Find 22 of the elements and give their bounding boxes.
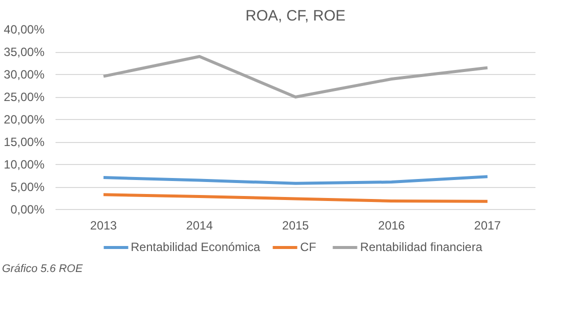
y-tick-label: 10,00% <box>4 158 45 172</box>
y-tick-label: 0,00% <box>10 202 45 216</box>
x-tick-label: 2014 <box>186 218 214 232</box>
x-tick-label: 2017 <box>474 218 502 232</box>
x-tick-label: 2013 <box>90 218 118 232</box>
y-tick-label: 5,00% <box>10 180 45 194</box>
line-series <box>102 193 489 203</box>
legend-label: Rentabilidad Económica <box>130 240 260 254</box>
y-tick-label: 40,00% <box>4 22 45 36</box>
legend-label: Rentabilidad financiera <box>360 240 482 254</box>
chart-title: ROA, CF, ROE <box>245 8 346 24</box>
text: Gráfico 5.6 ROE <box>2 262 83 277</box>
line-series <box>102 175 489 185</box>
y-tick-label: 25,00% <box>4 90 45 104</box>
y-tick-label: 15,00% <box>4 135 45 149</box>
line-series <box>102 55 489 98</box>
y-tick-label: 20,00% <box>4 112 45 126</box>
y-tick-label: 30,00% <box>4 68 45 82</box>
x-tick-label: 2016 <box>378 218 406 232</box>
x-tick-label: 2015 <box>282 218 310 232</box>
y-tick-label: 35,00% <box>4 45 45 59</box>
legend-label: CF <box>300 240 318 254</box>
